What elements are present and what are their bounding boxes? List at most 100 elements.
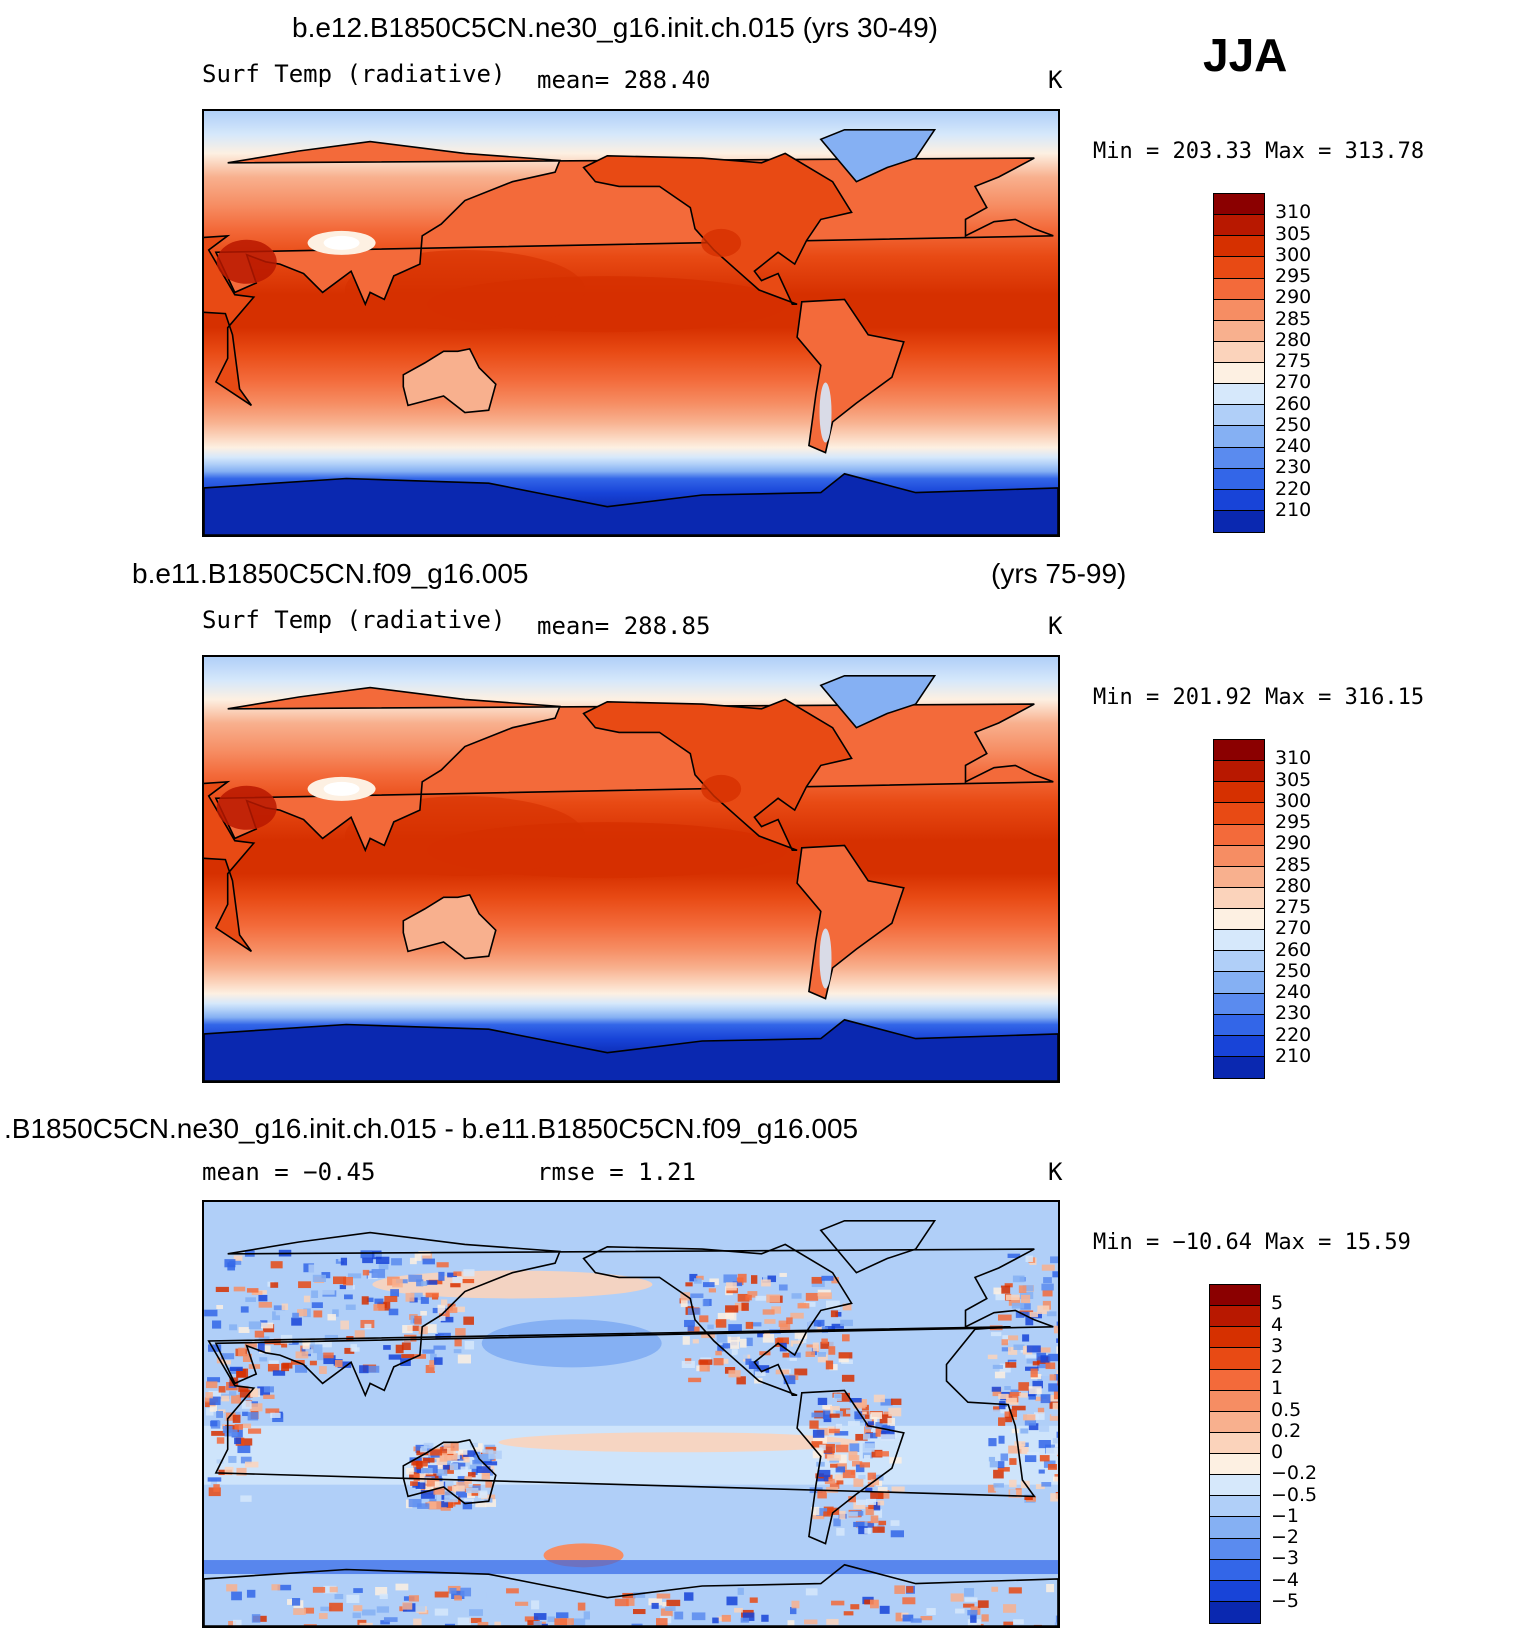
colorbar-segment [1210,1432,1260,1454]
colorbar-tick-label: 4 [1271,1313,1284,1336]
colorbar-tick-label: 270 [1275,917,1312,940]
colorbar-tick-label: 310 [1275,201,1312,224]
africa-outline [204,780,256,953]
colorbar-tick-label: 220 [1275,1023,1312,1046]
colorbar-tick-label: −0.5 [1271,1483,1318,1506]
panel1-minmax: Min = 203.33 Max = 313.78 [1093,139,1425,164]
colorbar-tick-label: 240 [1275,981,1312,1003]
colorbar-tick-label: 270 [1275,371,1312,394]
colorbar-segment [1214,194,1264,216]
colorbar-tick-label: 280 [1275,328,1312,351]
colorbar-segment [1210,1411,1260,1433]
colorbar-segment [1210,1306,1260,1328]
colorbar-segment [1210,1559,1260,1581]
colorbar-tick-label: 285 [1275,853,1312,876]
colorbar-segment [1210,1390,1260,1412]
colorbar-segment [1214,489,1264,511]
colorbar-segment [1214,341,1264,363]
panel3-map [202,1200,1060,1628]
map-svg [204,1202,1058,1626]
panel3-minmax: Min = −10.64 Max = 15.59 [1093,1230,1411,1255]
panel3-colorbar [1209,1284,1261,1624]
colorbar-segment [1214,972,1264,994]
colorbar-tick-label: 275 [1275,350,1312,372]
colorbar-tick-label: 5 [1271,1292,1284,1315]
colorbar-tick-label: 230 [1275,1002,1312,1025]
australia-outline [402,893,497,960]
panel3-mean: mean = −0.45 [202,1158,376,1186]
diff-field [204,1202,1058,1626]
colorbar-segment [1214,887,1264,909]
colorbar-tick-label: 280 [1275,874,1312,897]
panel2-variable: Surf Temp (radiative) [202,606,506,634]
colorbar-segment [1214,866,1264,888]
colorbar-segment [1214,909,1264,931]
colorbar-segment [1214,468,1264,490]
colorbar-segment [1214,782,1264,804]
colorbar-tick-label: 295 [1275,265,1312,287]
colorbar-segment [1210,1601,1260,1623]
antarctica-outline [204,1018,1058,1081]
colorbar-tick-label: −4 [1271,1568,1300,1591]
colorbar-segment [1210,1538,1260,1560]
colorbar-tick-label: −3 [1271,1547,1300,1570]
colorbar-segment [1214,993,1264,1015]
panel2-mean: mean= 288.85 [537,612,711,640]
map-svg [204,657,1058,1081]
colorbar-segment [1210,1517,1260,1539]
colorbar-tick-label: 295 [1275,811,1312,833]
colorbar-segment [1214,299,1264,321]
colorbar-tick-label: 0 [1271,1441,1284,1463]
colorbar-tick-label: 0.2 [1271,1419,1302,1442]
panel2-years: (yrs 75-99) [991,558,1127,589]
colorbar-segment [1210,1496,1260,1518]
australia-outline [402,347,497,414]
colorbar-tick-label: 220 [1275,477,1312,500]
panel2-colorbar [1213,739,1265,1079]
panel1-mean: mean= 288.40 [537,66,711,94]
africa-outline [204,234,256,407]
colorbar-tick-label: 275 [1275,896,1312,918]
antarctica-outline [204,1563,1058,1626]
colorbar-segment [1214,257,1264,279]
colorbar-segment [1214,384,1264,406]
namerica-outline [582,152,853,305]
colorbar-segment [1210,1348,1260,1370]
colorbar-tick-label: 310 [1275,747,1312,770]
colorbar-segment [1214,1056,1264,1078]
panel2-minmax: Min = 201.92 Max = 316.15 [1093,685,1425,710]
greenland-outline [819,1220,937,1274]
australia-outline [402,1438,497,1505]
colorbar-segment [1214,803,1264,825]
colorbar-tick-label: 1 [1271,1377,1284,1400]
colorbar-tick-label: 290 [1275,832,1312,855]
colorbar-segment [1214,930,1264,952]
colorbar-tick-label: 250 [1275,959,1312,982]
colorbar-segment [1214,447,1264,469]
namerica-outline [582,698,853,851]
colorbar-segment [1210,1327,1260,1349]
colorbar-tick-label: −1 [1271,1504,1300,1527]
colorbar-segment [1214,1035,1264,1057]
panel1-title: b.e12.B1850C5CN.ne30_g16.init.ch.015 (yr… [292,12,938,43]
panel1-units: K [1048,66,1063,94]
panel3-title: .B1850C5CN.ne30_g16.init.ch.015 - b.e11.… [4,1113,859,1144]
colorbar-tick-label: 0.5 [1271,1398,1302,1421]
panel3-rmse: rmse = 1.21 [537,1158,696,1186]
colorbar-tick-label: 285 [1275,307,1312,330]
colorbar-tick-label: −2 [1271,1526,1300,1548]
colorbar-segment [1214,510,1264,532]
colorbar-tick-label: 305 [1275,768,1312,791]
colorbar-tick-label: 210 [1275,1044,1312,1067]
panel1-map [202,109,1060,537]
colorbar-segment [1214,215,1264,237]
panel1-colorbar [1213,193,1265,533]
colorbar-tick-label: 260 [1275,938,1312,961]
colorbar-tick-label: −5 [1271,1589,1300,1612]
panel2-units: K [1048,612,1063,640]
colorbar-tick-label: 260 [1275,392,1312,415]
colorbar-segment [1214,1014,1264,1036]
colorbar-tick-label: 210 [1275,498,1312,521]
colorbar-tick-label: 230 [1275,456,1312,479]
colorbar-segment [1214,740,1264,762]
